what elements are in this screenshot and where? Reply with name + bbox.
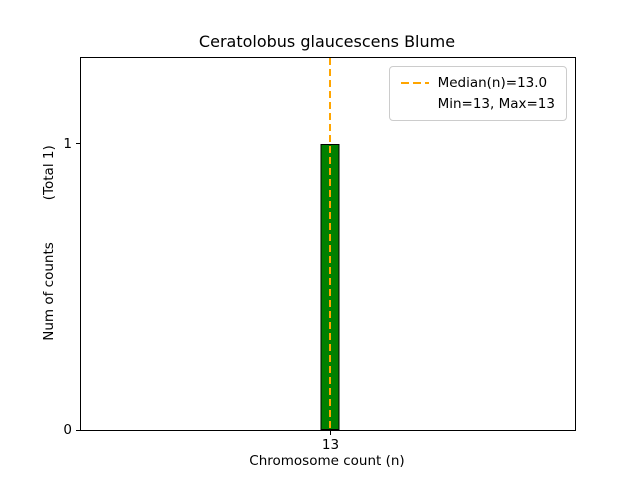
legend: Median(n)=13.0 Min=13, Max=13 (388, 66, 567, 121)
plot-area: Median(n)=13.0 Min=13, Max=13 0 1 13 (63, 57, 576, 453)
x-tick-label: 13 (321, 437, 340, 453)
legend-label-median: Median(n)=13.0 (437, 75, 548, 91)
x-axis-label: Chromosome count (n) (249, 453, 405, 469)
legend-entry-minmax: Min=13, Max=13 (401, 96, 555, 112)
legend-label-minmax: Min=13, Max=13 (437, 96, 555, 112)
y-tick-label: 0 (63, 422, 72, 438)
median-line (329, 58, 332, 430)
y-axis-label-total: (Total 1) (41, 145, 57, 201)
y-tick-mark (76, 429, 80, 431)
legend-spacer (401, 103, 429, 105)
median-dashed-line-icon (400, 82, 429, 84)
y-tick-mark (76, 143, 80, 145)
legend-entry-median: Median(n)=13.0 (400, 75, 555, 91)
chart-title: Ceratolobus glaucescens Blume (198, 32, 456, 51)
x-tick-mark (329, 431, 331, 435)
y-tick-label: 1 (63, 135, 72, 152)
y-axis-label-text: Num of counts (41, 242, 57, 341)
y-axis-label: Num of counts (Total 1) (41, 145, 57, 340)
